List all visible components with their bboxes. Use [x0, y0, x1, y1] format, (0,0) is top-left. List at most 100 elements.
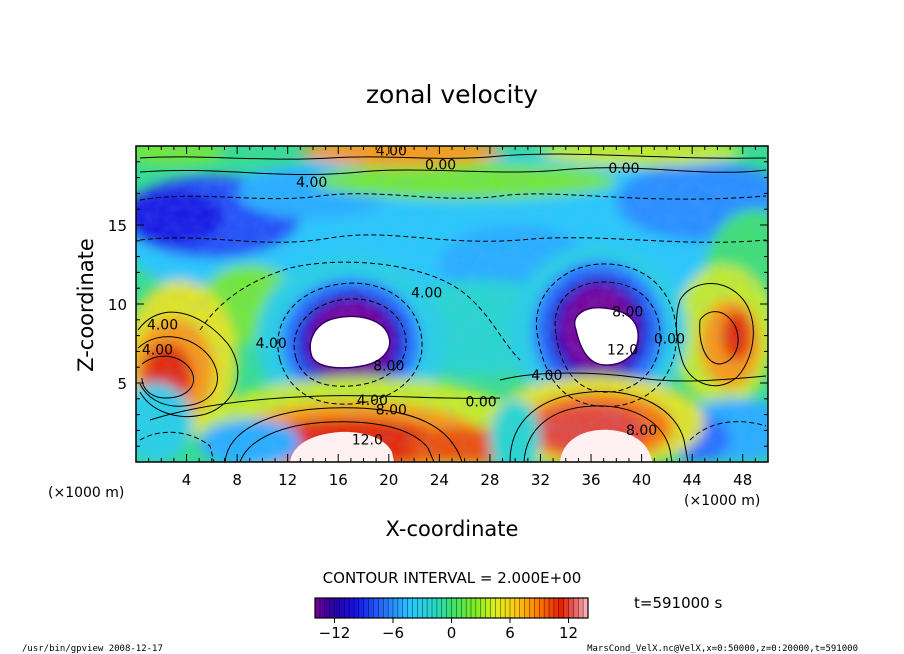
colorbar-cell [553, 598, 560, 618]
colorbar-cell [402, 598, 409, 618]
colorbar-cell [568, 598, 574, 618]
colorbar-cell [514, 598, 521, 618]
contour-vortex-left [293, 298, 407, 387]
colorbar-cell [495, 598, 501, 618]
footer-left: /usr/bin/gpview 2008-12-17 [22, 644, 163, 654]
colorbar-cell [417, 598, 423, 618]
colorbar-cell [363, 598, 370, 618]
contour-line [139, 167, 767, 176]
y-tick-label: 10 [108, 296, 127, 314]
colorbar-cell [446, 598, 453, 618]
contour-label: 12.0 [607, 343, 638, 359]
colorbar-tick-label: 6 [505, 624, 515, 642]
colorbar-cell [461, 598, 467, 618]
contour-bottom-jet-right [509, 391, 689, 462]
colorbar-cell [436, 598, 443, 618]
colorbar-cell [349, 598, 355, 618]
colorbar-cell [373, 598, 379, 618]
jet-core-left [290, 431, 394, 462]
colorbar-cell [563, 598, 570, 618]
colorbar-cell [524, 598, 531, 618]
contour-line [699, 311, 739, 365]
contour-interval: CONTOUR INTERVAL = 2.000E+00 [323, 569, 582, 587]
contour-line [523, 405, 673, 462]
contour-label: 0.00 [654, 332, 685, 348]
contour-line [139, 234, 767, 243]
colorbar-cell [480, 598, 487, 618]
colorbar-cell [549, 598, 555, 618]
x-tick-label: 40 [632, 471, 651, 489]
contour-line [137, 336, 218, 407]
contour-label: 8.00 [376, 403, 407, 419]
colorbar-cell [368, 598, 375, 618]
colorbar-cell [519, 598, 526, 618]
colorbar-cell [422, 598, 428, 618]
contour-line [139, 431, 215, 462]
colorbar-cell [456, 598, 462, 618]
colorbar-cell [324, 598, 331, 618]
contour-label: 8.00 [626, 423, 657, 439]
contour-bottom-jet-left [224, 407, 463, 462]
contour-vortex-right [554, 281, 661, 393]
vortex-core-left [309, 315, 391, 369]
contour-label: 0.00 [425, 158, 456, 174]
x-tick-label: 16 [329, 471, 348, 489]
contour-line [239, 421, 435, 462]
contour-label: 4.00 [357, 393, 388, 409]
contour-label: 12.0 [352, 433, 383, 449]
vortex-core-right [573, 307, 639, 366]
colorbar-cell [427, 598, 433, 618]
colorbar-cell [573, 598, 579, 618]
footer-right: MarsCond_VelX.nc@VelX,x=0:50000,z=0:2000… [587, 644, 858, 654]
colorbar-cell [485, 598, 492, 618]
colorbar-cell [432, 598, 438, 618]
contour-line [499, 372, 767, 382]
contour-line [141, 355, 194, 399]
colorbar-cell [534, 598, 540, 618]
x-tick-label: 32 [531, 471, 550, 489]
colorbar-cell [583, 598, 589, 618]
colorbar-cell [397, 598, 404, 618]
colorbar-tick-label: −6 [382, 624, 404, 642]
colorbar-cell [475, 598, 482, 618]
colorbar-cell [505, 598, 511, 618]
contour-line [199, 261, 521, 361]
colorbar-cell [339, 598, 345, 618]
x-tick-label: 36 [581, 471, 600, 489]
colorbar-cell [393, 598, 399, 618]
colorbar-cell [319, 598, 326, 618]
colorbar-cell [329, 598, 336, 618]
x-units-left: (×1000 m) [48, 485, 124, 501]
contour-label: 4.00 [376, 143, 407, 159]
contour-label: 8.00 [612, 305, 643, 321]
y-tick-label: 5 [117, 375, 127, 393]
colorbar-cell [510, 598, 516, 618]
x-tick-label: 8 [232, 471, 242, 489]
x-tick-label: 24 [430, 471, 449, 489]
colorbar-cell [441, 598, 448, 618]
colorbar-cell [315, 598, 321, 618]
colorbar-cell [358, 598, 365, 618]
contour-label: 4.00 [142, 343, 173, 359]
colorbar-cell [500, 598, 506, 618]
chart-title: zonal velocity [366, 80, 538, 109]
colorbar-cell [451, 598, 457, 618]
colorbar-cell [466, 598, 472, 618]
y-tick-label: 15 [108, 217, 127, 235]
contour-label: 4.00 [296, 175, 327, 191]
colorbar-cell [539, 598, 545, 618]
contour-line [149, 395, 501, 421]
colorbar-cell [378, 598, 384, 618]
colorbar-cell [529, 598, 535, 618]
contour-right-jet [675, 283, 754, 387]
colorbar-tick-label: 0 [447, 624, 457, 642]
colorbar-tick-label: 12 [559, 624, 578, 642]
x-axis-label: X-coordinate [386, 517, 519, 541]
x-tick-label: 48 [733, 471, 752, 489]
colorbar-cell [544, 598, 550, 618]
colorbar-cell [354, 598, 360, 618]
contour-label: 8.00 [373, 358, 404, 374]
contour-line [139, 153, 767, 160]
x-tick-label: 28 [480, 471, 499, 489]
